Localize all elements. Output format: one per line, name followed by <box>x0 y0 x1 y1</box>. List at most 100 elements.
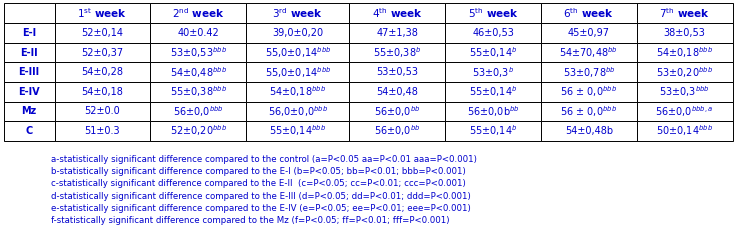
Text: $5^{\mathrm{th}}$ week: $5^{\mathrm{th}}$ week <box>468 6 518 20</box>
Text: 40±0.42: 40±0.42 <box>178 28 219 38</box>
Text: 51±0.3: 51±0.3 <box>84 126 120 136</box>
Bar <box>246 82 349 102</box>
Text: 56±0,0$^{bb}$: 56±0,0$^{bb}$ <box>374 104 421 119</box>
Text: 56±0,0$^{bbb,a}$: 56±0,0$^{bbb,a}$ <box>655 104 714 119</box>
Bar <box>150 102 246 121</box>
Bar <box>150 3 246 23</box>
Text: 54±0,48b: 54±0,48b <box>564 126 613 136</box>
Bar <box>541 3 637 23</box>
Bar <box>150 62 246 82</box>
Text: 54±70,48$^{bb}$: 54±70,48$^{bb}$ <box>559 45 618 60</box>
Text: 55±0,14$^{b}$: 55±0,14$^{b}$ <box>469 45 517 60</box>
Bar <box>349 102 446 121</box>
Bar <box>446 62 541 82</box>
Text: b-statistically significant difference compared to the E-I (b=P<0.05; bb=P<0.01;: b-statistically significant difference c… <box>51 167 466 176</box>
Bar <box>246 121 349 141</box>
Text: 47±1,38: 47±1,38 <box>377 28 418 38</box>
Text: 50±0,14$^{bbb}$: 50±0,14$^{bbb}$ <box>656 124 713 138</box>
Bar <box>246 3 349 23</box>
Text: 55±0,38$^{b}$: 55±0,38$^{b}$ <box>373 45 421 60</box>
Text: 56±0,0$^{bbb}$: 56±0,0$^{bbb}$ <box>172 104 224 119</box>
Bar <box>637 82 733 102</box>
Bar <box>349 62 446 82</box>
Text: 55,0±0,14$^{bbb}$: 55,0±0,14$^{bbb}$ <box>264 65 331 79</box>
Text: 53±0,20$^{bbb}$: 53±0,20$^{bbb}$ <box>656 65 713 79</box>
Bar <box>349 43 446 62</box>
Text: $6^{\mathrm{th}}$ week: $6^{\mathrm{th}}$ week <box>564 6 614 20</box>
Bar <box>54 23 150 43</box>
Bar <box>246 23 349 43</box>
Bar <box>446 23 541 43</box>
Bar <box>150 43 246 62</box>
Bar <box>4 23 54 43</box>
Bar <box>54 121 150 141</box>
Bar <box>637 121 733 141</box>
Bar <box>4 82 54 102</box>
Text: 53±0,53: 53±0,53 <box>377 67 418 77</box>
Bar <box>54 62 150 82</box>
Bar <box>349 121 446 141</box>
Text: $4^{\mathrm{th}}$ week: $4^{\mathrm{th}}$ week <box>372 6 423 20</box>
Text: 55±0,38$^{bbb}$: 55±0,38$^{bbb}$ <box>170 84 227 99</box>
Bar <box>246 102 349 121</box>
Bar <box>446 102 541 121</box>
Bar <box>349 3 446 23</box>
Bar <box>541 23 637 43</box>
Text: 53±0,3$^{b}$: 53±0,3$^{b}$ <box>472 65 514 79</box>
Text: E-I: E-I <box>22 28 36 38</box>
Text: $3^{\mathrm{rd}}$ week: $3^{\mathrm{rd}}$ week <box>272 6 323 20</box>
Bar <box>637 23 733 43</box>
Text: 55±0,14$^{bbb}$: 55±0,14$^{bbb}$ <box>269 124 327 138</box>
Text: 52±0,37: 52±0,37 <box>81 47 123 57</box>
Bar <box>4 121 54 141</box>
Bar <box>246 62 349 82</box>
Bar <box>349 23 446 43</box>
Bar <box>4 102 54 121</box>
Text: c-statistically significant difference compared to the E-II  (c=P<0.05; cc=P<0.0: c-statistically significant difference c… <box>51 180 466 188</box>
Text: 53±0,53$^{bbb}$: 53±0,53$^{bbb}$ <box>170 45 227 60</box>
Text: $2^{\mathrm{nd}}$ week: $2^{\mathrm{nd}}$ week <box>172 6 225 20</box>
Bar <box>541 43 637 62</box>
Text: $7^{\mathrm{th}}$ week: $7^{\mathrm{th}}$ week <box>659 6 710 20</box>
Bar <box>246 43 349 62</box>
Text: 54±0,48$^{bbb}$: 54±0,48$^{bbb}$ <box>170 65 227 79</box>
Text: 38±0,53: 38±0,53 <box>664 28 705 38</box>
Bar <box>446 3 541 23</box>
Bar <box>637 43 733 62</box>
Text: 56 ± 0,0$^{bbb}$: 56 ± 0,0$^{bbb}$ <box>560 104 617 119</box>
Text: e-statistically significant difference compared to the E-IV (e=P<0.05; ee=P<0.01: e-statistically significant difference c… <box>51 204 471 213</box>
Text: 54±0,18: 54±0,18 <box>81 87 123 97</box>
Bar <box>150 121 246 141</box>
Text: f-statistically significant difference compared to the Mz (f=P<0.05; ff=P<0.01; : f-statistically significant difference c… <box>51 216 450 225</box>
Bar <box>54 102 150 121</box>
Bar <box>541 82 637 102</box>
Bar <box>150 23 246 43</box>
Text: 56 ± 0,0$^{bbb}$: 56 ± 0,0$^{bbb}$ <box>560 84 617 99</box>
Bar <box>637 62 733 82</box>
Bar <box>446 121 541 141</box>
Text: 54±0,18$^{bbb}$: 54±0,18$^{bbb}$ <box>269 84 327 99</box>
Text: 46±0,53: 46±0,53 <box>472 28 514 38</box>
Text: 56,0±0,0$^{bbb}$: 56,0±0,0$^{bbb}$ <box>268 104 328 119</box>
Bar <box>54 43 150 62</box>
Bar <box>541 121 637 141</box>
Text: 56±0,0b$^{bb}$: 56±0,0b$^{bb}$ <box>467 104 520 119</box>
Text: 53±0,3$^{bbb}$: 53±0,3$^{bbb}$ <box>659 84 710 99</box>
Bar <box>541 102 637 121</box>
Text: 54±0,28: 54±0,28 <box>81 67 123 77</box>
Bar <box>4 62 54 82</box>
Bar <box>637 102 733 121</box>
Text: $1^{\mathrm{st}}$ week: $1^{\mathrm{st}}$ week <box>77 6 128 20</box>
Text: C: C <box>26 126 33 136</box>
Text: 52±0,20$^{bbb}$: 52±0,20$^{bbb}$ <box>170 124 227 138</box>
Bar <box>446 43 541 62</box>
Text: 52±0.0: 52±0.0 <box>84 106 120 116</box>
Text: 55±0,14$^{b}$: 55±0,14$^{b}$ <box>469 124 517 138</box>
Text: 56±0,0$^{bb}$: 56±0,0$^{bb}$ <box>374 124 421 138</box>
Bar <box>349 82 446 102</box>
Bar <box>4 3 54 23</box>
Text: 45±0,97: 45±0,97 <box>568 28 610 38</box>
Text: d-statistically significant difference compared to the E-III (d=P<0.05; dd=P<0.0: d-statistically significant difference c… <box>51 192 471 201</box>
Text: Mz: Mz <box>21 106 37 116</box>
Bar <box>637 3 733 23</box>
